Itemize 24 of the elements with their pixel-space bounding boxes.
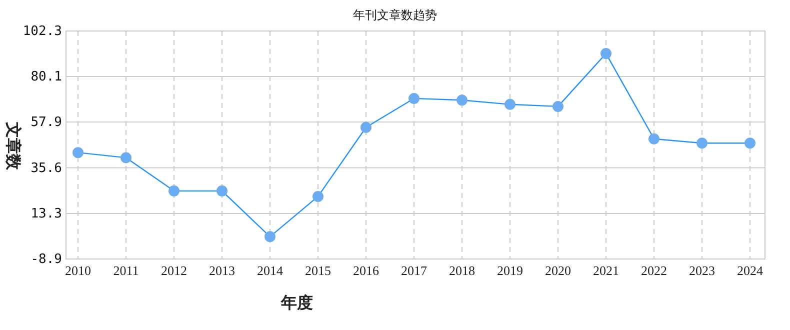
x-tick-label: 2015 (305, 263, 331, 278)
y-tick-label: 80.1 (30, 70, 62, 85)
y-tick-label: 35.6 (30, 160, 62, 176)
y-tick-label: 13.3 (30, 206, 62, 222)
x-tick-label: 2018 (449, 263, 475, 278)
x-tick-label: 2017 (401, 263, 428, 278)
x-axis-title: 年度 (280, 293, 313, 312)
x-tick-label: 2020 (545, 263, 571, 278)
x-tick-label: 2024 (737, 263, 764, 278)
y-tick-label: -8.9 (30, 252, 62, 267)
chart-title: 年刊文章数趋势 (353, 8, 437, 22)
x-tick-label: 2022 (641, 263, 667, 278)
x-tick-label: 2016 (353, 263, 380, 278)
x-tick-label: 2021 (593, 263, 619, 278)
y-tick-label: 57.9 (30, 115, 62, 130)
x-tick-label: 2013 (209, 263, 235, 278)
x-tick-label: 2023 (689, 263, 715, 278)
x-tick-label: 2014 (257, 263, 284, 278)
x-tick-label: 2012 (161, 263, 187, 278)
x-tick-label: 2010 (65, 263, 91, 278)
y-tick-label: 102.3 (22, 24, 62, 39)
x-tick-label: 2011 (113, 263, 139, 278)
y-axis-title: 文章数 (4, 121, 23, 171)
x-tick-label: 2019 (497, 263, 523, 278)
